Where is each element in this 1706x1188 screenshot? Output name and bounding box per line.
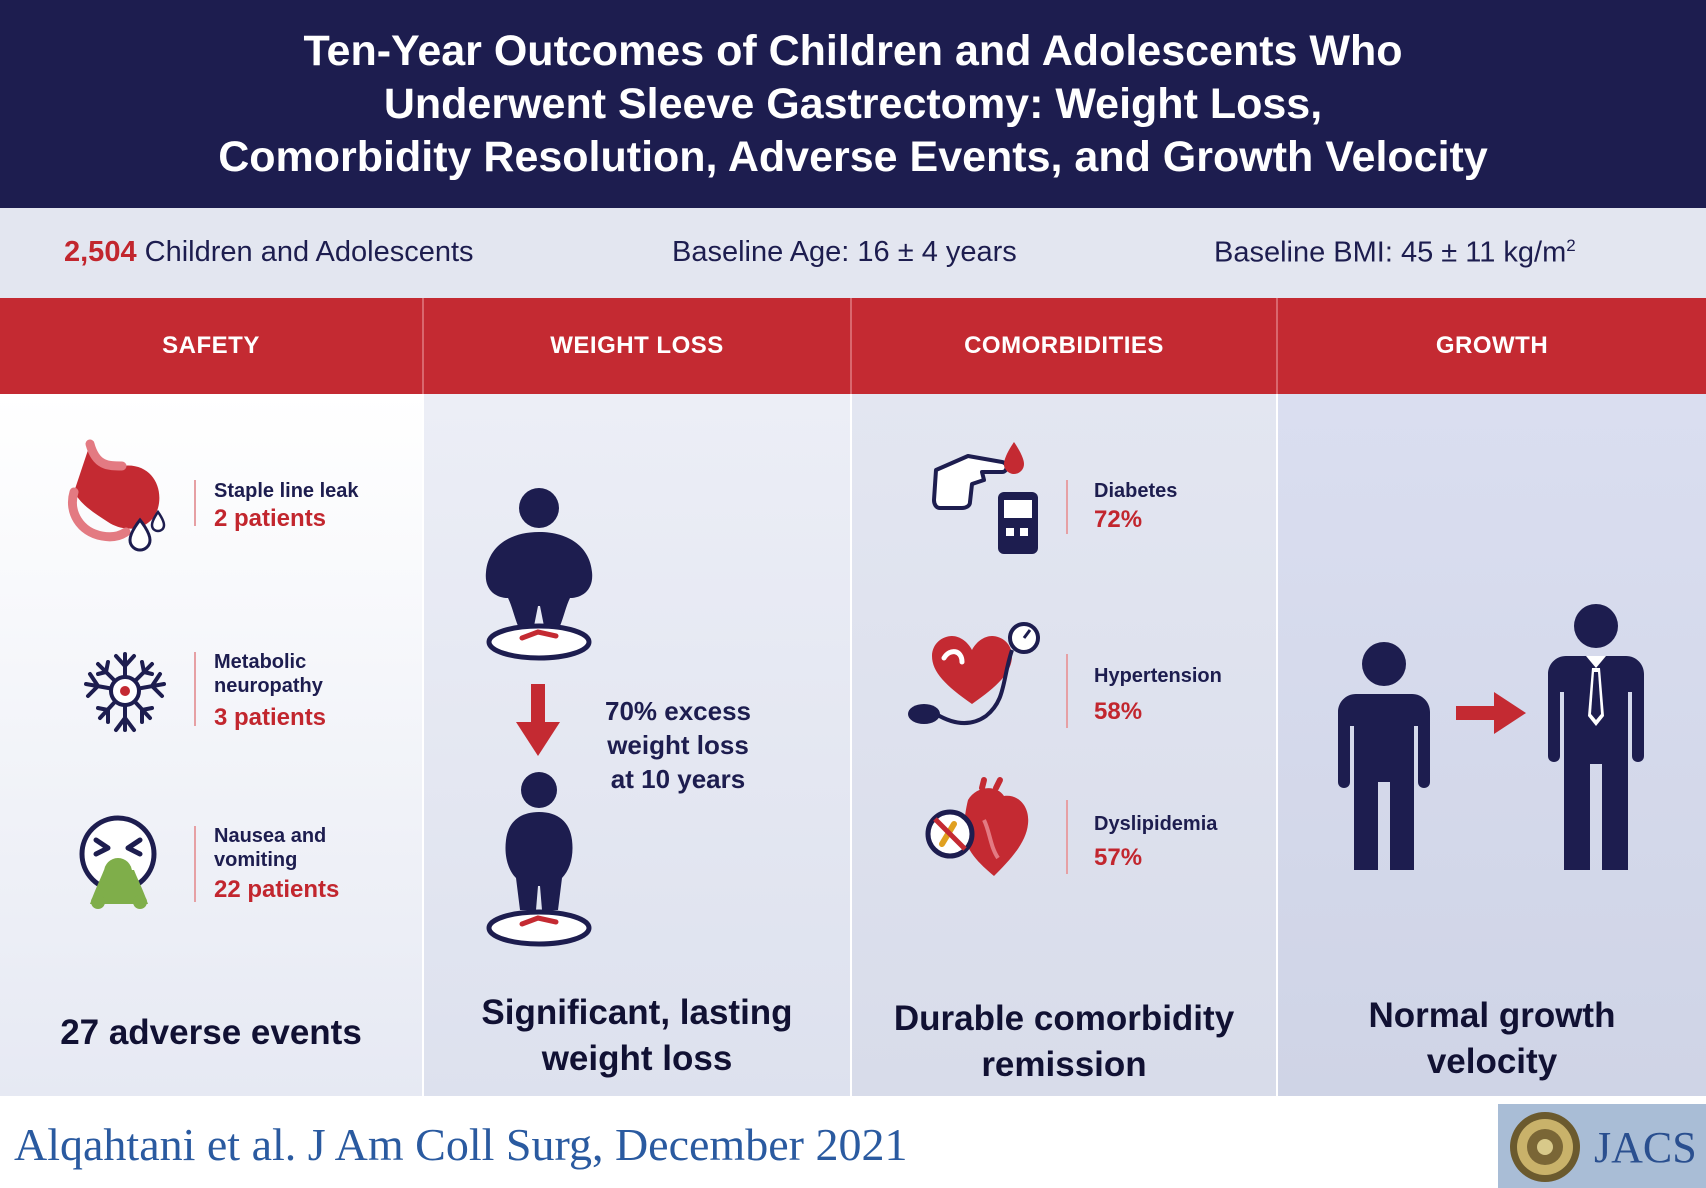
journal-seal-icon	[1510, 1112, 1580, 1182]
title-line-2: Underwent Sleeve Gastrectomy: Weight Los…	[383, 79, 1323, 128]
down-arrow-icon	[516, 684, 560, 756]
section-header-bar: SAFETY WEIGHT LOSS COMORBIDITIES GROWTH	[0, 298, 1706, 394]
right-arrow-icon	[1456, 692, 1526, 734]
title-line-3: Comorbidity Resolution, Adverse Events, …	[218, 132, 1488, 181]
label-separator	[194, 826, 196, 902]
title-line-1: Ten-Year Outcomes of Children and Adoles…	[303, 26, 1403, 75]
label-separator	[1066, 480, 1068, 534]
section-header-comorbidities: COMORBIDITIES	[964, 332, 1164, 359]
cohort-count: 2,504	[64, 236, 137, 268]
slim-person-on-scale-icon	[486, 772, 592, 947]
header-divider	[1276, 298, 1278, 394]
footer	[0, 1096, 1706, 1188]
neuropathy-label-line-1: Metabolic	[214, 651, 307, 673]
nausea-label-line-2: vomiting	[214, 849, 298, 871]
glucose-meter-icon	[932, 442, 1038, 554]
dyslipidemia-label: Dyslipidemia	[1094, 813, 1218, 835]
neuropathy-value: 3 patients	[214, 704, 327, 731]
journal-name: JACS	[1594, 1123, 1697, 1172]
section-header-weight-loss: WEIGHT LOSS	[550, 332, 724, 359]
neuron-icon	[84, 652, 166, 732]
hypertension-label: Hypertension	[1094, 665, 1222, 687]
journal-badge: JACS	[1498, 1104, 1706, 1188]
growth-summary-line-1: Normal growth	[1368, 996, 1616, 1035]
neuropathy-label-line-2: neuropathy	[214, 675, 323, 697]
baseline-bmi-stat: Baseline BMI: 45 ± 11 kg/m2	[1214, 236, 1576, 270]
label-separator	[1066, 800, 1068, 874]
weight-loss-summary-line-1: Significant, lasting	[481, 993, 793, 1032]
citation: Alqahtani et al. J Am Coll Surg, Decembe…	[14, 1119, 908, 1170]
baseline-stats-bar: 2,504 Children and Adolescents Baseline …	[0, 208, 1706, 298]
child-figure-icon	[1338, 642, 1430, 870]
weight-loss-stat-line-3: at 10 years	[610, 764, 746, 794]
heart-no-fat-icon	[925, 777, 1029, 876]
bmi-text: Baseline BMI: 45 ± 11 kg/m	[1214, 236, 1567, 269]
vomiting-face-icon	[79, 815, 157, 909]
stomach-leak-icon	[68, 439, 166, 552]
column-divider	[1276, 394, 1278, 1096]
column-divider	[422, 394, 424, 1096]
column-divider	[850, 394, 852, 1096]
adult-figure-icon	[1548, 604, 1644, 870]
nausea-label-line-1: Nausea and	[214, 825, 327, 847]
header-divider	[850, 298, 852, 394]
label-separator	[1066, 654, 1068, 728]
weight-loss-panel	[424, 394, 850, 1096]
comorbidities-panel	[852, 394, 1276, 1096]
diabetes-value: 72%	[1094, 506, 1143, 533]
header-divider	[422, 298, 424, 394]
weight-loss-stat-line-2: weight loss	[607, 730, 749, 760]
label-separator	[194, 480, 196, 526]
dyslipidemia-value: 57%	[1094, 844, 1143, 871]
label-separator	[194, 652, 196, 726]
hypertension-value: 58%	[1094, 698, 1143, 725]
diabetes-label: Diabetes	[1094, 480, 1178, 502]
heart-blood-pressure-icon	[908, 622, 1040, 726]
safety-summary: 27 adverse events	[60, 1013, 362, 1052]
cohort-stat: 2,504 Children and Adolescents	[64, 236, 474, 269]
obese-person-on-scale-icon	[485, 488, 593, 661]
leak-label: Staple line leak	[214, 480, 359, 502]
comorbidities-summary-line-1: Durable comorbidity	[893, 999, 1235, 1038]
section-header-growth: GROWTH	[1435, 332, 1549, 359]
comorbidities-summary-line-2: remission	[981, 1045, 1147, 1084]
growth-summary-line-2: velocity	[1426, 1042, 1558, 1081]
leak-value: 2 patients	[214, 505, 327, 532]
title-banner: Ten-Year Outcomes of Children and Adoles…	[0, 0, 1706, 208]
cohort-label: Children and Adolescents	[144, 236, 474, 268]
weight-loss-stat-line-1: 70% excess	[604, 696, 752, 726]
baseline-age-stat: Baseline Age: 16 ± 4 years	[672, 236, 1017, 268]
weight-loss-summary-line-2: weight loss	[541, 1039, 733, 1078]
bmi-superscript: 2	[1566, 236, 1576, 255]
section-header-safety: SAFETY	[162, 332, 260, 359]
nausea-value: 22 patients	[214, 876, 340, 903]
